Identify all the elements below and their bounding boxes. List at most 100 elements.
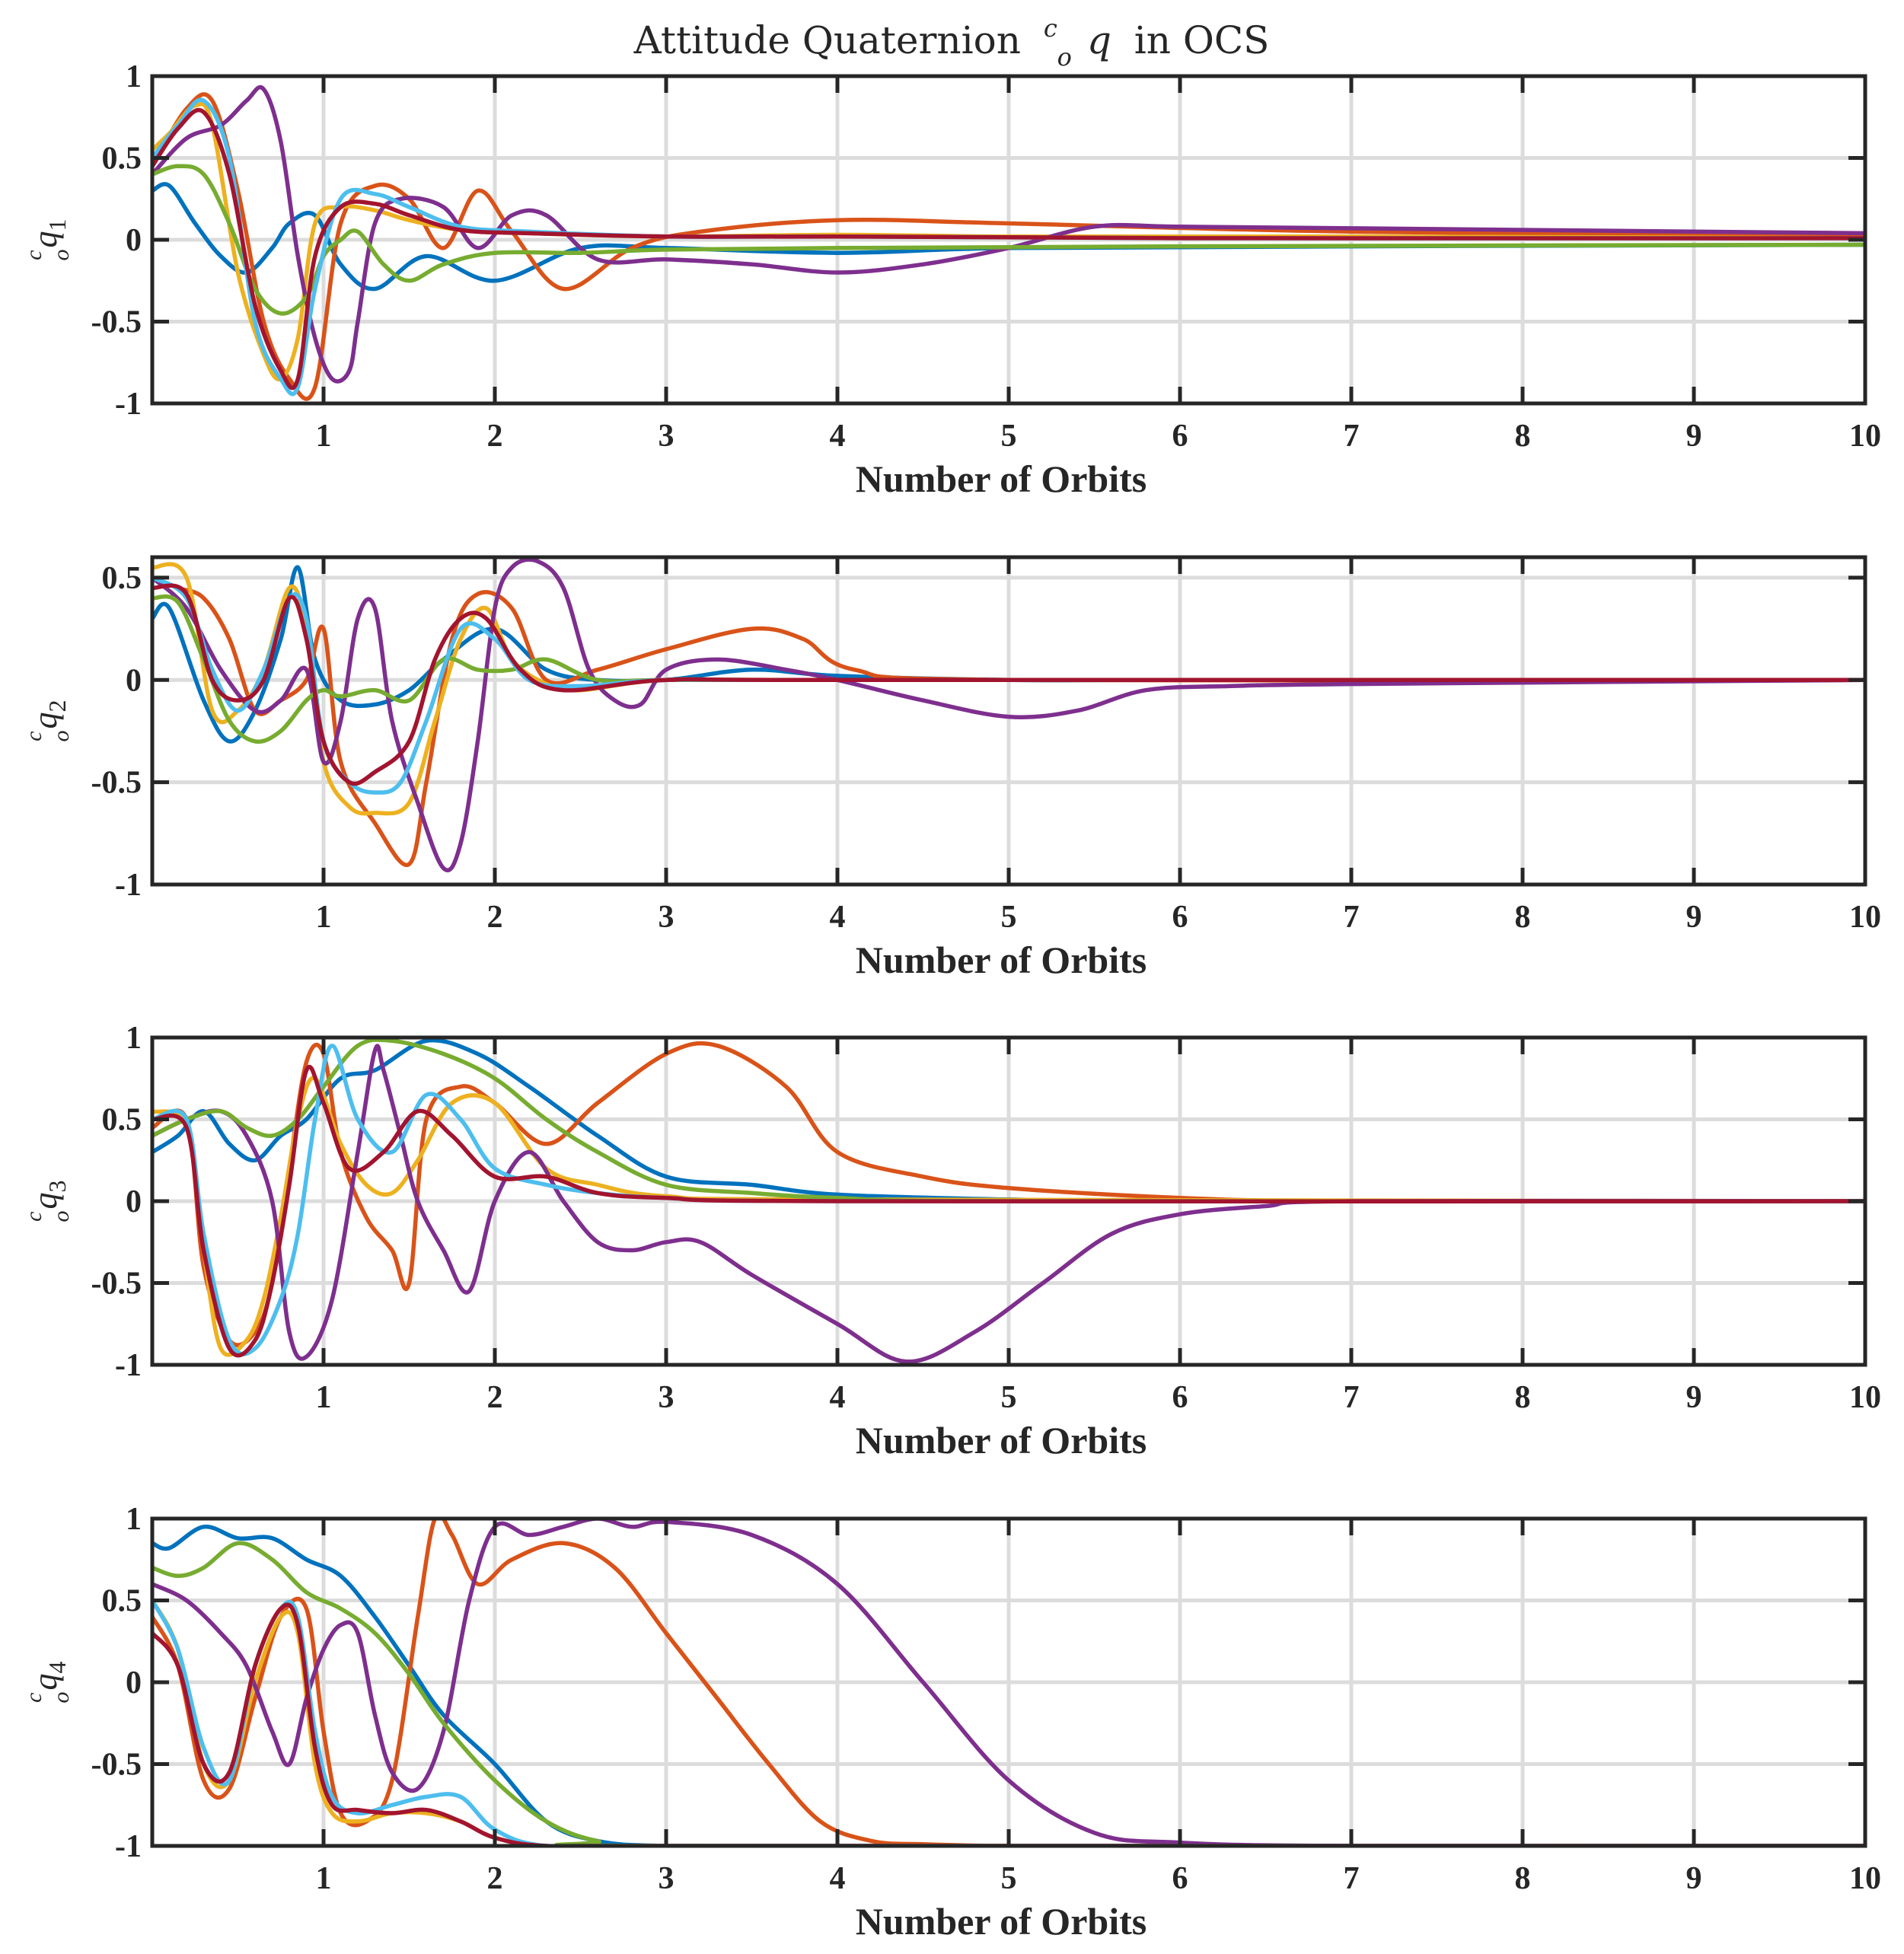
y-label-main: q: [27, 231, 64, 248]
x-tick-label: 8: [1515, 900, 1531, 935]
x-tick-label: 7: [1344, 1380, 1360, 1415]
x-tick-label: 4: [830, 419, 846, 454]
y-tick-label: 0: [126, 1666, 142, 1701]
x-tick-label: 3: [659, 1861, 675, 1896]
y-label-sup: c: [21, 250, 46, 260]
subplot-q4: 1 2 3 4 5 6 7 8 9 10 -1 -0.5 0 0.5 1 Number of Orbits c o…: [21, 1502, 1881, 1943]
x-tick-label: 10: [1849, 900, 1881, 935]
x-tick-label: 2: [487, 419, 503, 454]
y-label-sup: c: [21, 1693, 46, 1703]
x-tick-label: 4: [830, 900, 846, 935]
x-tick-label: 5: [1001, 1861, 1017, 1896]
x-tick-label: 8: [1515, 419, 1531, 454]
y-tick-label: -0.5: [91, 1748, 142, 1783]
x-tick-label: 9: [1686, 900, 1702, 935]
y-label-main: q: [27, 1193, 64, 1210]
x-tick-label: 6: [1172, 900, 1188, 935]
y-tick-label: 1: [126, 1021, 142, 1056]
y-tick-label: 0.5: [102, 561, 142, 596]
series-group: [152, 1519, 1865, 1846]
x-tick-label: 1: [316, 419, 332, 454]
y-tick-label: -1: [115, 387, 142, 422]
x-tick-label: 6: [1172, 1861, 1188, 1896]
y-label-sup: c: [21, 1212, 46, 1222]
x-tick-label: 10: [1849, 419, 1881, 454]
y-tick-label: -1: [115, 1348, 142, 1383]
x-tick-label: 4: [830, 1380, 846, 1415]
x-tick-label: 7: [1344, 900, 1360, 935]
y-label-sup: c: [21, 732, 46, 741]
x-tick-label: 8: [1515, 1861, 1531, 1896]
x-tick-label: 6: [1172, 419, 1188, 454]
x-tick-label: 5: [1001, 900, 1017, 935]
x-axis-label: Number of Orbits: [856, 939, 1147, 981]
y-axis-label: c oq3: [21, 1181, 74, 1222]
y-tick-label: 0: [126, 663, 142, 698]
y-label-main: q: [27, 712, 64, 729]
y-label-sub: o: [49, 1692, 74, 1704]
y-label-sub: o: [49, 731, 74, 742]
y-tick-label: 0.5: [102, 1103, 142, 1138]
x-axis-label: Number of Orbits: [856, 457, 1147, 500]
chart-title-sub: o: [1057, 43, 1072, 72]
svg-text:Attitude Quaternion c: Attitude Quaternion c o q in OCS: [633, 2, 1270, 75]
x-tick-label: 5: [1001, 1380, 1017, 1415]
x-tick-label: 2: [487, 1380, 503, 1415]
series-line-run-7: [152, 1064, 1865, 1358]
y-tick-label: -0.5: [91, 305, 142, 340]
x-tick-label: 1: [316, 1380, 332, 1415]
x-tick-label: 6: [1172, 1380, 1188, 1415]
series-group: [152, 557, 1865, 872]
chart-title-sup: c: [1044, 14, 1057, 43]
y-axis-label: c oq4: [21, 1662, 74, 1704]
x-tick-label: 9: [1686, 1380, 1702, 1415]
subplot-q3: 1 2 3 4 5 6 7 8 9 10 -1 -0.5 0 0.5 1 Number of Orbits c o…: [21, 1021, 1881, 1462]
x-tick-label: 3: [659, 419, 675, 454]
x-tick-label: 9: [1686, 1861, 1702, 1896]
series-line-run-7: [152, 1602, 1865, 1846]
y-label-index: 1: [43, 219, 71, 231]
y-label-index: 2: [43, 700, 71, 712]
y-tick-label: 0: [126, 223, 142, 258]
series-group: [152, 84, 1865, 401]
chart-title-text: Attitude Quaternion: [633, 18, 1021, 62]
series-line-run-7: [152, 108, 1865, 390]
x-tick-label: 9: [1686, 419, 1702, 454]
x-tick-label: 1: [316, 1861, 332, 1896]
y-tick-label: -0.5: [91, 766, 142, 801]
series-line-run-4: [152, 1519, 1865, 1846]
x-axis-label: Number of Orbits: [856, 1419, 1147, 1462]
x-tick-label: 3: [659, 1380, 675, 1415]
y-label-sub: o: [49, 250, 74, 261]
subplot-q2: 1 2 3 4 5 6 7 8 9 10 -1 -0.5 0 0.5 Number of Orbits c oq…: [21, 555, 1881, 981]
y-label-index: 3: [43, 1181, 71, 1193]
x-tick-label: 1: [316, 900, 332, 935]
y-tick-label: 0: [126, 1184, 142, 1219]
subplot-q1: 1 2 3 4 5 6 7 8 9 10 -1 -0.5 0 0.5 1 Number of Orbits c o…: [21, 59, 1881, 500]
y-tick-label: -0.5: [91, 1267, 142, 1302]
series-group: [152, 1038, 1865, 1364]
y-tick-label: -1: [115, 868, 142, 903]
x-axis-label: Number of Orbits: [856, 1900, 1147, 1943]
series-line-run-2: [152, 92, 1865, 401]
y-axis-label: c oq1: [21, 219, 74, 261]
series-line-run-4: [152, 557, 1865, 872]
x-tick-label: 10: [1849, 1861, 1881, 1896]
chart-title: Attitude Quaternion c o q in OCS: [633, 2, 1270, 75]
series-line-run-7: [152, 583, 1865, 786]
x-tick-label: 7: [1344, 1861, 1360, 1896]
y-axis-label: c oq2: [21, 700, 74, 742]
x-tick-label: 4: [830, 1861, 846, 1896]
x-tick-label: 2: [487, 900, 503, 935]
y-label-index: 4: [43, 1662, 71, 1674]
y-tick-label: 1: [126, 59, 142, 94]
x-tick-label: 8: [1515, 1380, 1531, 1415]
x-tick-label: 10: [1849, 1380, 1881, 1415]
chart-title-suffix: in OCS: [1134, 18, 1270, 62]
y-tick-label: 0.5: [102, 142, 142, 177]
y-label-main: q: [27, 1674, 64, 1691]
series-line-run-5: [152, 1541, 1865, 1846]
series-line-run-4: [152, 1044, 1865, 1364]
x-tick-label: 5: [1001, 419, 1017, 454]
